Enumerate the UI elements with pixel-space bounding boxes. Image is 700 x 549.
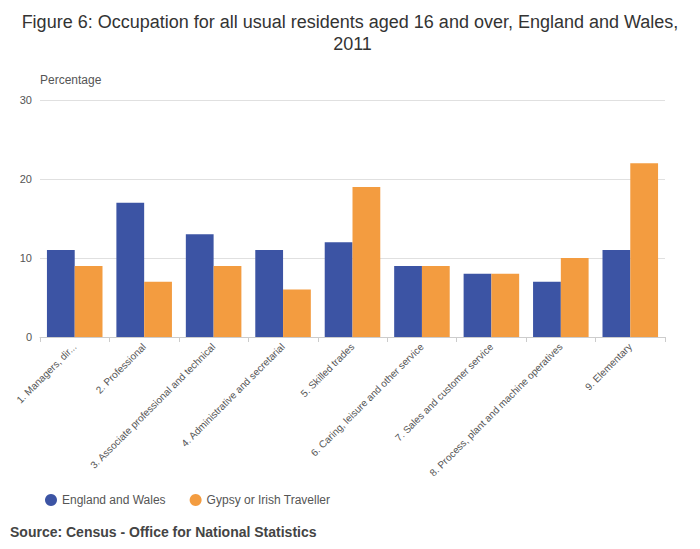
svg-text:Figure 6: Occupation for all u: Figure 6: Occupation for all usual resid… [22, 12, 679, 32]
svg-text:Percentage: Percentage [40, 73, 102, 87]
svg-text:5. Skilled trades: 5. Skilled trades [298, 341, 356, 399]
svg-text:6. Caring, leisure and other s: 6. Caring, leisure and other service [309, 341, 427, 459]
svg-text:10: 10 [20, 252, 32, 264]
svg-text:8. Process, plant and machine: 8. Process, plant and machine operatives [427, 341, 564, 478]
svg-text:1. Managers, dir...: 1. Managers, dir... [14, 341, 78, 405]
svg-text:2. Professional: 2. Professional [94, 341, 148, 395]
svg-text:7. Sales and customer service: 7. Sales and customer service [392, 341, 496, 444]
svg-text:20: 20 [20, 173, 32, 185]
svg-text:30: 30 [20, 94, 32, 106]
svg-text:Gypsy or Irish Traveller: Gypsy or Irish Traveller [207, 493, 330, 507]
svg-text:Source: Census - Office for Na: Source: Census - Office for National Sta… [10, 524, 317, 540]
svg-text:2011: 2011 [328, 34, 372, 54]
svg-text:9. Elementary: 9. Elementary [583, 341, 634, 392]
svg-text:0: 0 [26, 331, 32, 343]
svg-text:3. Associate professional and: 3. Associate professional and technical [88, 341, 217, 470]
svg-text:England and Wales: England and Wales [62, 493, 166, 507]
svg-text:4. Administrative and secretar: 4. Administrative and secretarial [179, 341, 287, 449]
